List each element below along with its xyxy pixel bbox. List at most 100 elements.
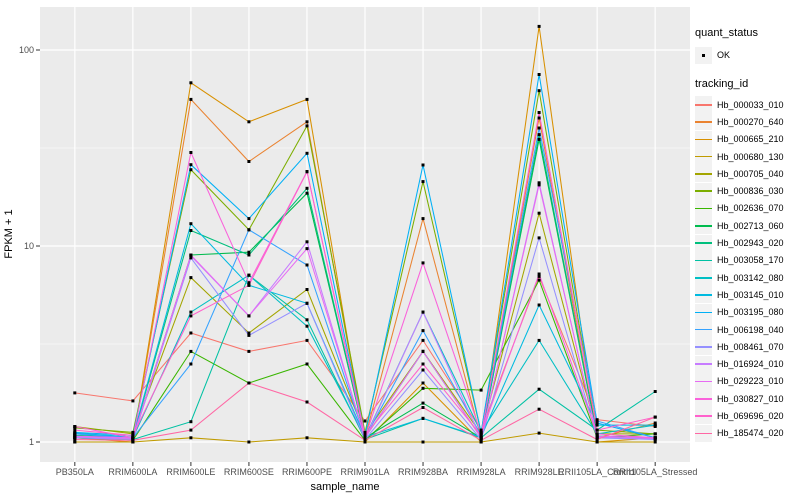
data-point [189, 362, 193, 366]
data-point [537, 407, 541, 411]
legend-item-tracking-id: Hb_029223_010 [695, 372, 799, 390]
data-point [537, 387, 541, 391]
data-point [421, 381, 425, 385]
data-point [537, 126, 541, 130]
legend-item-tracking-id: Hb_185474_020 [695, 424, 799, 442]
y-tick-label: 10 [24, 241, 34, 251]
legend-item-tracking-id: Hb_003145_010 [695, 286, 799, 304]
data-point [421, 416, 425, 420]
data-point [537, 183, 541, 187]
data-point [537, 133, 541, 137]
legend-line-icon [695, 397, 712, 400]
data-point [189, 163, 193, 167]
data-point [73, 425, 77, 428]
data-point [131, 399, 135, 403]
data-point [305, 124, 309, 128]
data-point [73, 440, 77, 444]
x-tick-label: RRII105LA_Control [558, 467, 636, 477]
legend-line-icon [695, 294, 712, 296]
data-point [189, 253, 193, 257]
legend-title-quant-status: quant_status [695, 27, 758, 39]
data-point [189, 256, 193, 260]
data-point [189, 310, 193, 314]
data-point [189, 151, 193, 154]
data-point [479, 388, 483, 392]
legend-color-swatch [695, 148, 712, 166]
legend-label-tracking-id: Hb_016924_010 [717, 359, 784, 370]
legend-item-tracking-id: Hb_016924_010 [695, 355, 799, 373]
legend-line-icon [695, 190, 712, 193]
data-point [537, 116, 541, 120]
data-point [305, 288, 309, 291]
legend-spacer [695, 65, 799, 78]
legend-color-swatch [695, 338, 712, 356]
data-point [305, 170, 309, 174]
data-point [421, 401, 425, 405]
data-point [479, 436, 483, 440]
data-point [305, 120, 309, 124]
ok-point-icon [702, 53, 705, 57]
legend-color-swatch [695, 321, 712, 338]
data-point [479, 433, 483, 437]
legend-line-icon [695, 363, 712, 365]
legend-item-tracking-id: Hb_003058_170 [695, 251, 799, 269]
x-tick-label: RRIM600LE [166, 467, 215, 477]
legend-item-tracking-id: Hb_030827_010 [695, 390, 799, 408]
data-point [73, 432, 77, 436]
data-point [305, 362, 309, 366]
legend-item-tracking-id: Hb_069696_020 [695, 407, 799, 425]
data-point [247, 333, 251, 337]
legend-label-tracking-id: Hb_000665_210 [717, 134, 784, 145]
legend-color-swatch [695, 199, 712, 217]
legend-item-ok: OK [695, 45, 799, 65]
data-point [363, 436, 367, 440]
data-point [363, 430, 367, 434]
data-point [247, 281, 251, 285]
x-tick-label: RRII105LA_Stressed [613, 467, 698, 477]
legend-item-tracking-id: Hb_000665_210 [695, 130, 799, 148]
data-point [595, 428, 599, 432]
legend-color-swatch [695, 113, 712, 131]
data-point [595, 423, 599, 427]
legend-label-tracking-id: Hb_185474_020 [717, 428, 784, 439]
data-point [653, 421, 657, 425]
data-point [305, 318, 309, 322]
legend-item-tracking-id: Hb_003195_080 [695, 303, 799, 321]
data-point [537, 137, 541, 141]
data-point [653, 432, 657, 436]
data-point [247, 228, 251, 232]
y-axis-title: FPKM + 1 [3, 209, 15, 259]
data-point [595, 434, 599, 438]
data-point [247, 440, 251, 444]
legend-label-tracking-id: Hb_003142_080 [717, 272, 784, 283]
data-point [73, 434, 77, 438]
legend-label-tracking-id: Hb_000680_130 [717, 151, 784, 162]
legend-color-swatch [695, 251, 712, 269]
data-point [653, 436, 657, 440]
data-point [421, 217, 425, 221]
data-point [363, 433, 367, 437]
legend-label-tracking-id: Hb_002713_060 [717, 220, 784, 231]
data-point [305, 400, 309, 404]
data-point [537, 89, 541, 93]
x-tick-label: RRIM600LA [108, 467, 157, 477]
legend-label-tracking-id: Hb_002943_020 [717, 238, 784, 249]
data-point [363, 419, 367, 423]
data-point [131, 438, 135, 442]
legend-label-tracking-id: Hb_006198_040 [717, 324, 784, 335]
data-point [247, 253, 251, 257]
legend-color-swatch [695, 269, 712, 287]
data-point [189, 314, 193, 318]
legend-item-tracking-id: Hb_002943_020 [695, 234, 799, 252]
x-tick-label: RRIM928BA [398, 467, 448, 477]
data-point [189, 168, 193, 172]
legend-item-tracking-id: Hb_008461_070 [695, 338, 799, 356]
data-point [73, 391, 77, 395]
legend-line-icon [695, 415, 712, 417]
data-point [421, 440, 425, 444]
legend-label-tracking-id: Hb_002636_070 [717, 203, 784, 214]
ok-key-swatch [695, 46, 712, 64]
legend-label-tracking-id: Hb_003145_010 [717, 289, 784, 300]
data-point [653, 423, 657, 427]
data-point [131, 430, 135, 434]
